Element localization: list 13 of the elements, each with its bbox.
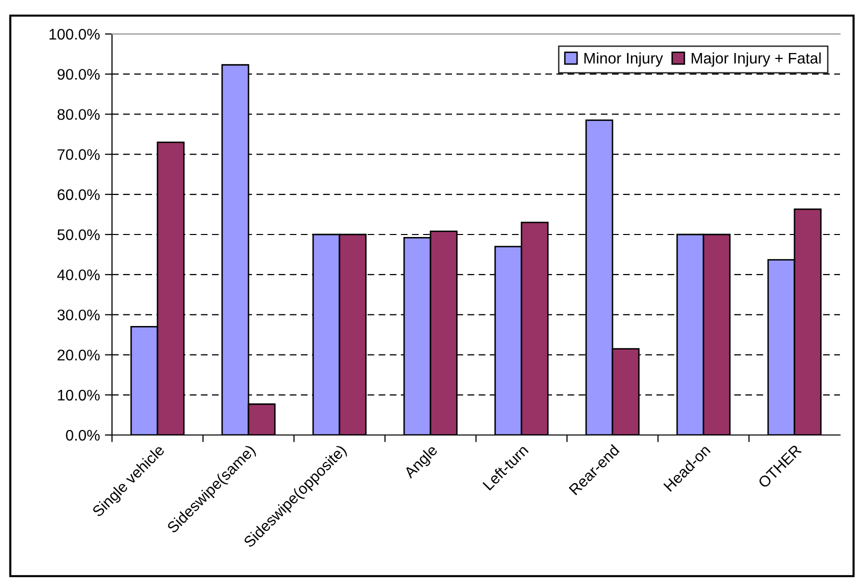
y-tick-label: 90.0% xyxy=(58,68,100,80)
y-tick-label: 10.0% xyxy=(58,390,100,401)
y-tick-label: 60.0% xyxy=(58,189,100,200)
y-tick-label: 70.0% xyxy=(58,149,100,160)
legend-label: Minor Injury xyxy=(584,52,663,67)
y-tick-label: 50.0% xyxy=(57,229,100,240)
y-tick-label: 100.0% xyxy=(50,28,100,40)
legend-label: Major Injury + Fatal xyxy=(692,52,821,67)
y-tick-label: 40.0% xyxy=(57,269,100,280)
y-tick-label: 0.0% xyxy=(66,430,100,441)
y-tick-label: 20.0% xyxy=(58,350,100,360)
y-tick-label: 30.0% xyxy=(57,310,100,320)
y-tick-label: 80.0% xyxy=(58,109,100,120)
